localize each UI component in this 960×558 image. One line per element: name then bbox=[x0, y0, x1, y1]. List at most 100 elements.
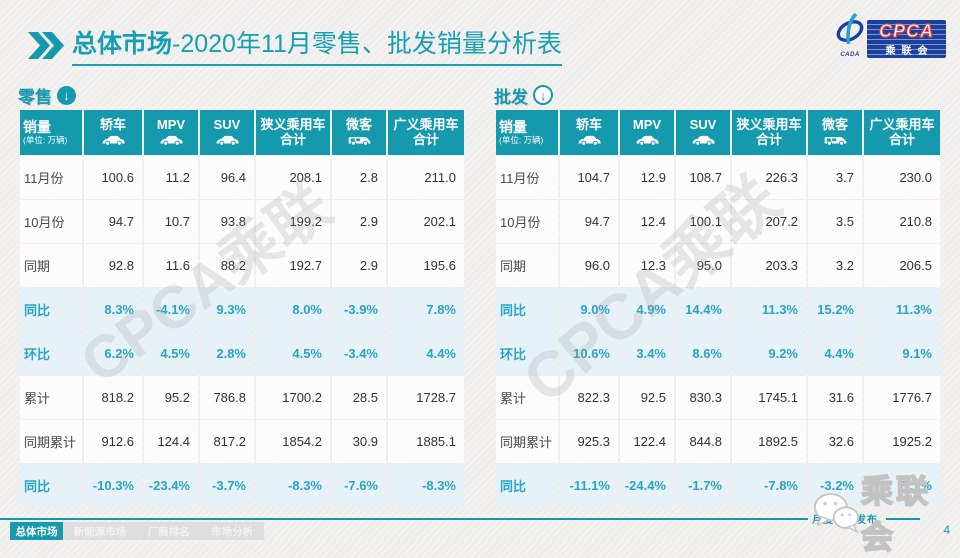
header-row: 销量 (单位: 万辆) 轿车 MPV SUV 狭义乘用车 合计 微客 广义乘用车 合计 bbox=[496, 110, 940, 155]
table-cell: 93.8 bbox=[200, 200, 254, 243]
table-cell: 8.0% bbox=[256, 288, 330, 331]
table-cell: 1885.1 bbox=[388, 420, 464, 463]
column-header: MPV bbox=[620, 110, 674, 155]
column-header: 轿车 bbox=[84, 110, 142, 155]
table-cell: 230.0 bbox=[864, 156, 940, 199]
row-label: 同比 bbox=[20, 464, 82, 507]
retail-section-label: 零售 ↓ bbox=[18, 84, 466, 107]
row-label: 同期 bbox=[20, 244, 82, 287]
table-cell: 4.4% bbox=[808, 332, 862, 375]
table-cell: 1925.2 bbox=[864, 420, 940, 463]
sales-header-cell: 销量 (单位: 万辆) bbox=[496, 110, 558, 155]
table-cell: -7.6% bbox=[332, 464, 386, 507]
page-title-row: 总体市场-2020年11月零售、批发销量分析表 bbox=[28, 24, 562, 66]
cpca-logo: CADA CPCA 乘联会 bbox=[835, 12, 946, 58]
table-cell: -1.7% bbox=[676, 464, 730, 507]
cada-swoosh-icon bbox=[836, 12, 864, 45]
table-cell: -8.3% bbox=[256, 464, 330, 507]
row-label: 同比 bbox=[496, 464, 558, 507]
table-row: 10月份 94.7 10.7 93.8 199.2 2.9 202.1 bbox=[20, 200, 464, 243]
table-cell: 124.4 bbox=[144, 420, 198, 463]
table-cell: 9.3% bbox=[200, 288, 254, 331]
table-cell: 3.2 bbox=[808, 244, 862, 287]
table-cell: 92.5 bbox=[620, 376, 674, 419]
table-cell: 122.4 bbox=[620, 420, 674, 463]
tab-oem-ranking[interactable]: 厂商排名 bbox=[147, 525, 190, 538]
column-header: 广义乘用车 合计 bbox=[388, 110, 464, 155]
table-cell: 210.8 bbox=[864, 200, 940, 243]
page-number: 4 bbox=[943, 523, 950, 537]
header-row: 销量 (单位: 万辆) 轿车 MPV SUV 狭义乘用车 合计 微客 广义乘用车 合计 bbox=[20, 110, 464, 155]
table-cell: 3.5 bbox=[808, 200, 862, 243]
table-row: 11月份 100.6 11.2 96.4 208.1 2.8 211.0 bbox=[20, 156, 464, 199]
footer-tabs: 总体市场 新能源市场 厂商排名 市场分析 bbox=[10, 522, 264, 540]
retail-title: 零售 bbox=[18, 87, 52, 107]
table-cell: 10.6% bbox=[560, 332, 618, 375]
table-cell: -7.8% bbox=[732, 464, 806, 507]
table-cell: 108.7 bbox=[676, 156, 730, 199]
table-cell: 11.3% bbox=[864, 288, 940, 331]
cpca-acronym: CPCA bbox=[878, 20, 934, 41]
table-cell: 12.3 bbox=[620, 244, 674, 287]
column-header: SUV bbox=[676, 110, 730, 155]
page-title: 总体市场-2020年11月零售、批发销量分析表 bbox=[72, 24, 562, 66]
row-label: 10月份 bbox=[20, 200, 82, 243]
table-cell: 226.3 bbox=[732, 156, 806, 199]
table-cell: 192.7 bbox=[256, 244, 330, 287]
table-cell: 203.3 bbox=[732, 244, 806, 287]
tab-market-analysis[interactable]: 市场分析 bbox=[211, 525, 254, 538]
table-cell: 817.2 bbox=[200, 420, 254, 463]
table-cell: 95.0 bbox=[676, 244, 730, 287]
row-label: 11月份 bbox=[20, 156, 82, 199]
table-row: 同期累计 912.6 124.4 817.2 1854.2 30.9 1885.1 bbox=[20, 420, 464, 463]
table-cell: 31.6 bbox=[808, 376, 862, 419]
table-cell: 12.4 bbox=[620, 200, 674, 243]
footer-tab-bar: 新能源市场 厂商排名 市场分析 bbox=[63, 522, 264, 540]
row-label: 11月份 bbox=[496, 156, 558, 199]
table-cell: 1700.2 bbox=[256, 376, 330, 419]
table-cell: 9.0% bbox=[560, 288, 618, 331]
column-header: 轿车 bbox=[560, 110, 618, 155]
tab-new-energy-market[interactable]: 新能源市场 bbox=[73, 525, 127, 538]
car-icon bbox=[620, 134, 674, 147]
table-cell: 88.2 bbox=[200, 244, 254, 287]
sales-header-cell: 销量 (单位: 万辆) bbox=[20, 110, 82, 155]
table-cell: 844.8 bbox=[676, 420, 730, 463]
table-cell: 14.4% bbox=[676, 288, 730, 331]
retail-table: 销量 (单位: 万辆) 轿车 MPV SUV 狭义乘用车 合计 微客 广义乘用车 合计 11月份 10… bbox=[18, 109, 466, 508]
table-cell: 2.9 bbox=[332, 244, 386, 287]
table-row: 同比 9.0% 4.9% 14.4% 11.3% 15.2% 11.3% bbox=[496, 288, 940, 331]
cpca-logo-box: CPCA 乘联会 bbox=[867, 20, 946, 58]
footer-divider bbox=[0, 518, 808, 520]
row-label: 10月份 bbox=[496, 200, 558, 243]
car-icon bbox=[144, 134, 198, 147]
double-chevron-icon bbox=[28, 31, 64, 59]
footer-divider-short bbox=[886, 518, 920, 520]
table-cell: 208.1 bbox=[256, 156, 330, 199]
table-cell: -4.1% bbox=[144, 288, 198, 331]
column-header: SUV bbox=[200, 110, 254, 155]
table-cell: 1745.1 bbox=[732, 376, 806, 419]
car-icon bbox=[676, 134, 730, 147]
table-row: 同比 8.3% -4.1% 9.3% 8.0% -3.9% 7.8% bbox=[20, 288, 464, 331]
table-cell: 4.4% bbox=[388, 332, 464, 375]
wholesale-section: 批发 ↓ 销量 (单位: 万辆) 轿车 MPV SUV 狭义乘用车 合计 微客 广义乘用车 合计 1… bbox=[494, 84, 942, 508]
wholesale-title: 批发 bbox=[494, 87, 528, 107]
page-title-primary: 总体市场 bbox=[72, 30, 173, 58]
table-cell: 199.2 bbox=[256, 200, 330, 243]
table-cell: 2.8% bbox=[200, 332, 254, 375]
row-label: 环比 bbox=[20, 332, 82, 375]
table-cell: -11.1% bbox=[560, 464, 618, 507]
table-cell: 3.4% bbox=[620, 332, 674, 375]
table-cell: 195.6 bbox=[388, 244, 464, 287]
table-row: 10月份 94.7 12.4 100.1 207.2 3.5 210.8 bbox=[496, 200, 940, 243]
table-cell: 830.3 bbox=[676, 376, 730, 419]
tab-overall-market[interactable]: 总体市场 bbox=[10, 522, 63, 540]
cpca-name: 乘联会 bbox=[885, 45, 934, 57]
table-cell: 211.0 bbox=[388, 156, 464, 199]
row-label: 同比 bbox=[20, 288, 82, 331]
car-icon bbox=[84, 134, 142, 147]
table-cell: 4.5% bbox=[144, 332, 198, 375]
table-cell: 1854.2 bbox=[256, 420, 330, 463]
table-cell: 94.7 bbox=[560, 200, 618, 243]
